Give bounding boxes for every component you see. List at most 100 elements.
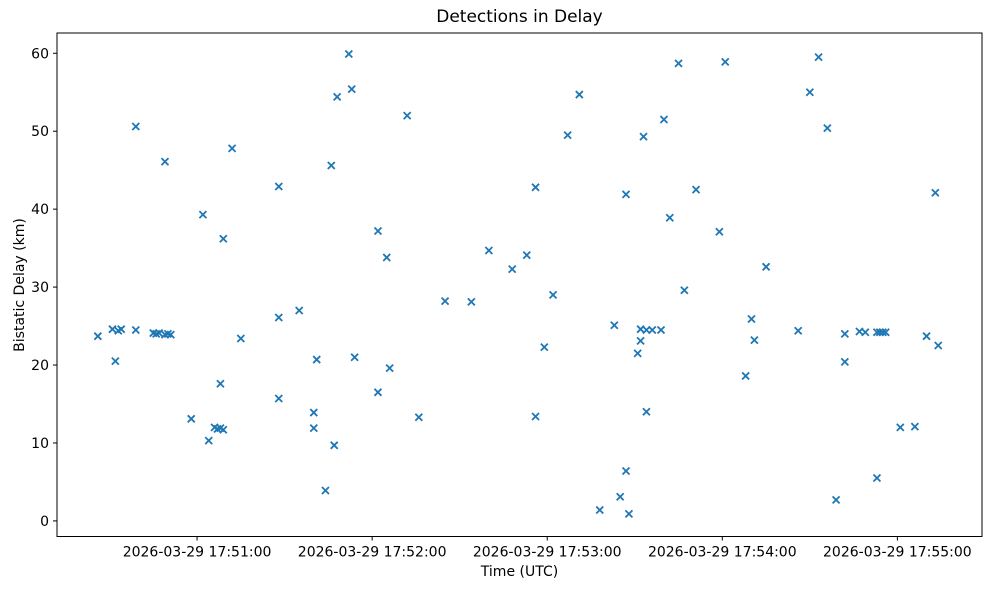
data-point-marker [922,332,931,341]
data-point-marker [531,412,540,421]
data-point-marker [385,364,394,373]
data-point-marker [131,325,140,335]
x-axis-label: Time (UTC) [480,564,559,580]
data-point-marker [563,130,572,140]
data-point-marker [131,122,140,131]
data-point-marker [274,394,283,403]
data-point-marker [236,334,245,343]
data-point-marker [639,132,648,141]
data-point-marker [665,213,674,222]
x-tick-label: 2026-03-29 17:52:00 [298,545,447,561]
data-point-marker [656,325,666,335]
y-tick-label: 0 [40,514,49,530]
data-point-marker [108,325,117,334]
data-point-marker [522,250,531,260]
data-point-marker [344,49,353,59]
data-point-marker [934,341,943,350]
data-point-marker [575,90,584,99]
data-point-marker [440,296,450,306]
data-point-marker [166,330,175,339]
data-point-marker [309,424,318,433]
data-point-marker [111,356,120,366]
data-point-marker [160,157,170,166]
x-tick-label: 2026-03-29 17:54:00 [648,545,797,561]
chart-title: Detections in Delay [436,7,603,27]
y-tick-label: 30 [31,280,49,296]
data-point-marker [691,185,701,194]
data-point-marker [721,57,730,66]
data-point-marker [227,144,237,153]
data-point-marker [680,286,689,295]
data-point-marker [659,115,669,124]
data-point-marker [621,466,631,476]
data-point-marker [823,123,832,133]
data-point-marker [312,355,321,364]
data-point-marker [831,495,841,505]
data-point-marker [616,492,625,501]
data-point-marker [154,328,164,338]
data-point-marker [715,227,724,236]
data-point-marker [761,262,771,271]
data-point-marker [548,290,558,300]
data-point-marker [274,182,283,191]
y-tick-label: 40 [31,202,49,218]
data-point-marker [414,413,423,422]
data-point-marker [350,353,359,362]
x-tick-label: 2026-03-29 17:53:00 [473,545,622,561]
data-point-marker [219,234,228,243]
data-point-marker [621,190,631,199]
data-point-marker [931,188,940,197]
data-point-marker [531,183,540,192]
data-point-marker [610,321,619,330]
x-tick-label: 2026-03-29 17:51:00 [123,545,272,561]
data-point-marker [540,342,549,352]
data-point-marker [93,332,102,341]
data-point-marker [330,441,339,450]
data-point-marker [216,379,225,388]
y-tick-label: 50 [31,124,49,140]
data-point-marker [187,414,196,423]
data-point-marker [595,505,604,515]
data-point-marker [467,297,476,307]
data-point-marker [747,314,756,324]
data-point-marker [403,111,412,120]
data-point-marker [347,84,356,94]
data-point-marker [642,407,651,416]
data-point-marker [633,349,642,358]
data-point-marker [332,92,342,102]
data-point-marker [204,436,213,445]
data-point-marker [198,210,208,219]
x-tick-label: 2026-03-29 17:55:00 [823,545,972,561]
x-axis-ticks: 2026-03-29 17:51:00 2026-03-29 17:52:00 20… [123,536,972,561]
data-point-marker [295,306,304,315]
data-point-marker [872,473,882,483]
data-point-marker [896,423,905,432]
data-point-marker [750,335,759,345]
data-point-marker [321,486,330,495]
data-point-marker [309,408,318,417]
data-point-marker [219,425,228,434]
y-axis-ticks: 0 10 20 30 40 50 60 [31,46,57,530]
y-tick-label: 60 [31,46,49,62]
data-point-marker [881,328,890,337]
y-tick-label: 20 [31,358,49,374]
data-point-marker [910,422,920,431]
data-point-marker [648,325,657,335]
data-point-marker [373,388,383,397]
data-point-marker [814,53,823,62]
data-point-marker [624,509,634,519]
data-point-marker [508,265,517,274]
data-point-marker [794,326,803,335]
data-point-marker [674,59,683,68]
data-point-marker [805,88,814,97]
data-point-marker [117,325,126,334]
data-point-marker [741,371,750,381]
data-point-marker [636,336,645,346]
scatter-markers [93,49,943,519]
data-point-marker [484,246,493,255]
data-point-marker [840,357,849,367]
plot-border [56,32,983,537]
data-point-marker [382,253,391,262]
